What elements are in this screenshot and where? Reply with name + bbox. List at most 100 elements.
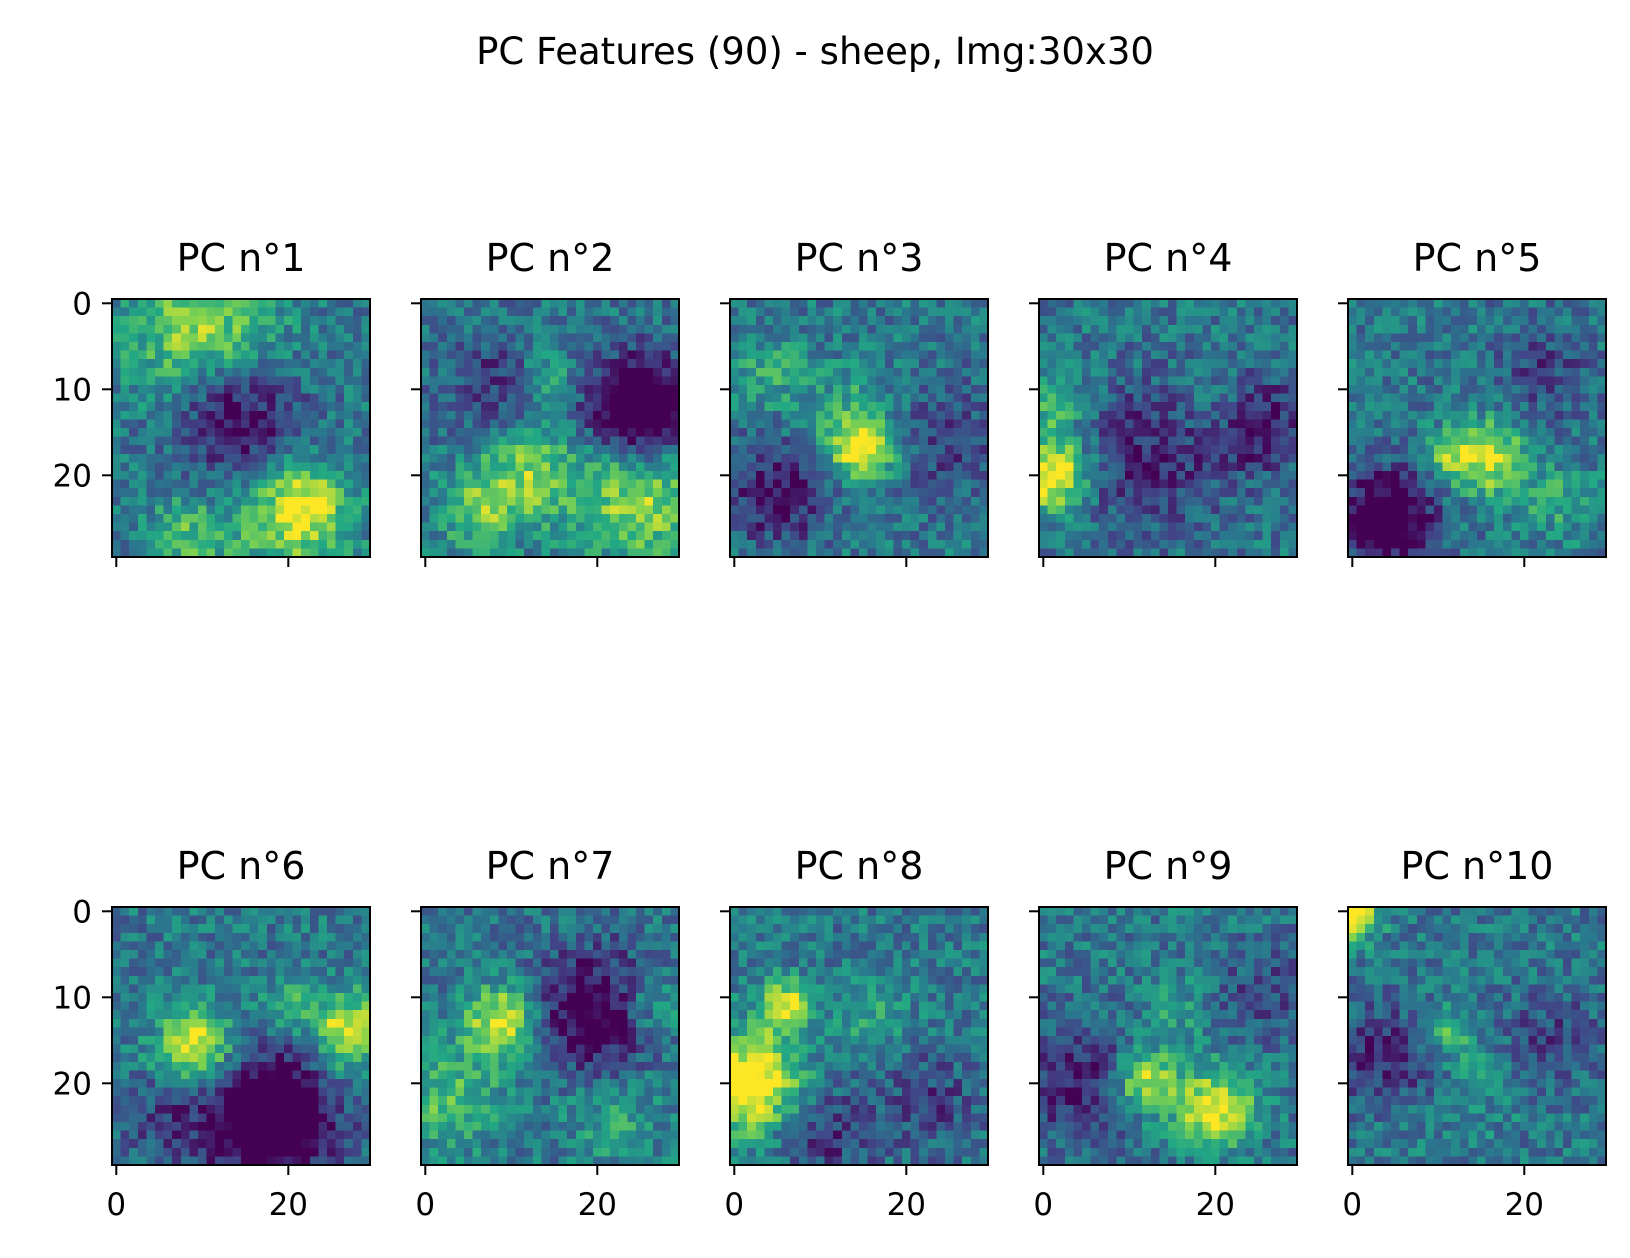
heatmap-cell: [472, 324, 482, 334]
heatmap-cell: [1125, 445, 1135, 455]
heatmap-cell: [481, 436, 491, 446]
heatmap-cell: [910, 496, 920, 506]
heatmap-cell: [507, 453, 517, 463]
heatmap-cell: [841, 342, 851, 352]
heatmap-cell: [1142, 333, 1152, 343]
heatmap-cell: [352, 445, 362, 455]
heatmap-cell: [1219, 307, 1229, 317]
heatmap-cell: [318, 958, 328, 968]
heatmap-cell: [1580, 419, 1590, 429]
heatmap-cell: [644, 307, 654, 317]
heatmap-cell: [232, 471, 242, 481]
heatmap-cell: [653, 436, 663, 446]
heatmap-cell: [1271, 367, 1281, 377]
heatmap-cell: [1056, 496, 1066, 506]
heatmap-cell: [1434, 307, 1444, 317]
heatmap-cell: [1563, 514, 1573, 524]
heatmap-cell: [1193, 428, 1203, 438]
heatmap-cell: [1125, 436, 1135, 446]
heatmap-cell: [163, 410, 173, 420]
heatmap-cell: [962, 342, 972, 352]
heatmap-cell: [798, 299, 808, 309]
heatmap-cell: [515, 402, 525, 412]
heatmap-cell: [1219, 462, 1229, 472]
heatmap-cell: [1434, 471, 1444, 481]
heatmap-cell: [584, 445, 594, 455]
heatmap-cell: [189, 342, 199, 352]
heatmap-cell: [232, 531, 242, 541]
heatmap-cell: [927, 531, 937, 541]
heatmap-cell: [1425, 539, 1435, 549]
heatmap-cell: [884, 324, 894, 334]
heatmap-cell: [764, 505, 774, 515]
heatmap-cell: [1459, 445, 1469, 455]
heatmap-cell: [1537, 471, 1547, 481]
heatmap-cell: [1193, 316, 1203, 326]
heatmap-cell: [455, 505, 465, 515]
heatmap-cell: [1373, 522, 1383, 532]
heatmap-cell: [1528, 367, 1538, 377]
heatmap-cell: [1176, 359, 1186, 369]
heatmap-cell: [284, 975, 294, 985]
heatmap-cell: [292, 471, 302, 481]
heatmap-cell: [1047, 488, 1057, 498]
heatmap-cell: [627, 299, 637, 309]
heatmap-cell: [584, 531, 594, 541]
heatmap-cell: [1099, 471, 1109, 481]
heatmap-cell: [1485, 496, 1495, 506]
heatmap-cell: [1563, 419, 1573, 429]
heatmap-cell: [1288, 505, 1298, 515]
heatmap-cell: [438, 522, 448, 532]
heatmap-cell: [1288, 419, 1298, 429]
heatmap-cell: [902, 496, 912, 506]
heatmap-cell: [524, 539, 534, 549]
heatmap-cell: [464, 479, 474, 489]
heatmap-cell: [1073, 419, 1083, 429]
heatmap-cell: [258, 393, 268, 403]
heatmap-cell: [129, 975, 139, 985]
heatmap-cell: [1365, 488, 1375, 498]
heatmap-cell: [773, 514, 783, 524]
heatmap-cell: [816, 531, 826, 541]
heatmap-cell: [807, 393, 817, 403]
heatmap-cell: [738, 505, 748, 515]
heatmap-cell: [275, 471, 285, 481]
heatmap-cell: [446, 428, 456, 438]
heatmap-cell: [747, 359, 757, 369]
heatmap-cell: [919, 471, 929, 481]
heatmap-cell: [1262, 316, 1272, 326]
heatmap-cell: [532, 393, 542, 403]
heatmap-cell: [859, 496, 869, 506]
heatmap-cell: [841, 410, 851, 420]
heatmap-cell: [155, 975, 165, 985]
heatmap-cell: [163, 419, 173, 429]
heatmap-cell: [1485, 350, 1495, 360]
heatmap-cell: [1133, 428, 1143, 438]
heatmap-cell: [223, 548, 233, 558]
heatmap-cell: [1528, 385, 1538, 395]
heatmap-cell: [945, 385, 955, 395]
heatmap-cell: [1373, 307, 1383, 317]
heatmap-cell: [446, 436, 456, 446]
heatmap-cell: [1520, 428, 1530, 438]
heatmap-cell: [1580, 316, 1590, 326]
heatmap-cell: [1416, 453, 1426, 463]
heatmap-cell: [653, 376, 663, 386]
heatmap-cell: [1416, 333, 1426, 343]
heatmap-cell: [902, 488, 912, 498]
heatmap-cell: [498, 299, 508, 309]
heatmap-cell: [1528, 453, 1538, 463]
heatmap-cell: [1116, 376, 1126, 386]
heatmap-cell: [1408, 393, 1418, 403]
heatmap-cell: [644, 299, 654, 309]
heatmap-cell: [1176, 522, 1186, 532]
heatmap-cell: [507, 531, 517, 541]
heatmap-cell: [550, 548, 560, 558]
heatmap-cell: [275, 915, 285, 925]
heatmap-cell: [206, 359, 216, 369]
heatmap-cell: [455, 324, 465, 334]
heatmap-cell: [120, 488, 130, 498]
heatmap-cell: [1563, 531, 1573, 541]
heatmap-cell: [327, 924, 337, 934]
heatmap-cell: [661, 410, 671, 420]
